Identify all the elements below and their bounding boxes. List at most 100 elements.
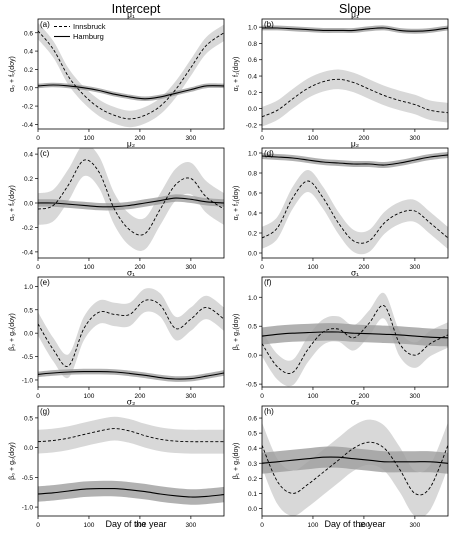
x-tick-label: 200	[358, 522, 369, 529]
panel-f: -0.5 0.0 0.5 1.0 0 100 200 300 (f) σ₁ β₁ + g₁(doy)	[233, 268, 449, 400]
x-tick-label: 200	[134, 522, 145, 529]
confidence-band-hamburg	[262, 446, 448, 474]
y-tick-label: -0.2	[22, 104, 34, 111]
x-tick-label: 100	[308, 264, 319, 271]
x-tick-label: 100	[84, 135, 95, 142]
y-tick-label: 0.0	[248, 353, 257, 360]
panel-c: -0.4 -0.2 0.0 0.2 0.4 0 100 200 300 (c) μ₂ α₀ + f₀(…	[9, 139, 225, 271]
y-tick-label: 0.0	[24, 331, 33, 338]
y-tick-label: 0.4	[248, 446, 257, 453]
series-line-hamburg	[38, 487, 224, 498]
confidence-band-innsbruck	[38, 416, 224, 454]
confidence-band-innsbruck	[38, 22, 224, 128]
x-tick-label: 200	[358, 393, 369, 400]
x-tick-label: 200	[358, 264, 369, 271]
panel-frame	[261, 18, 449, 130]
confidence-band-hamburg	[262, 323, 448, 347]
y-tick-label: -1.0	[22, 377, 34, 384]
y-tick-label: -0.2	[22, 225, 34, 232]
y-tick-label: 0.4	[248, 211, 257, 218]
series-line-innsbruck	[38, 159, 224, 236]
x-tick-label: 0	[36, 135, 40, 142]
confidence-band-innsbruck	[38, 288, 224, 379]
y-tick-label: 0.5	[248, 431, 257, 438]
panel-g: -1.0 -0.5 0.0 0.5 0 100 200 300 (g) σ₂ β₀ + g₀(doy…	[9, 397, 225, 529]
legend-label-innsbruck: Innsbruck	[73, 22, 106, 31]
panel-a: -0.4 -0.2 0.0 0.2 0.4 0.6 0 100 200 300 (a) μ₁ α₀ + …	[9, 10, 225, 142]
series-line-innsbruck	[38, 428, 224, 443]
plot-area	[262, 419, 448, 516]
x-tick-label: 300	[409, 522, 420, 529]
panel-title: μ₂	[351, 139, 359, 149]
x-tick-label: 200	[134, 393, 145, 400]
y-tick-label: -0.5	[22, 475, 34, 482]
y-tick-label: 0.1	[248, 491, 257, 498]
column-title-intercept: Intercept	[112, 2, 161, 16]
panel-title: σ₁	[127, 268, 135, 278]
y-tick-label: 0.4	[24, 152, 33, 159]
x-tick-label: 300	[185, 522, 196, 529]
y-tick-label: 0.6	[248, 191, 257, 198]
x-tick-label: 100	[84, 522, 95, 529]
confidence-band-hamburg	[38, 480, 224, 505]
plot-area	[38, 288, 224, 382]
series-line-hamburg	[262, 456, 448, 464]
panel-title: σ₂	[351, 397, 360, 407]
y-tick-label: 0.2	[24, 176, 33, 183]
panel-frame	[261, 147, 449, 259]
x-tick-label: 0	[260, 264, 264, 271]
x-tick-label: 100	[84, 393, 95, 400]
y-tick-label: 0.2	[248, 90, 257, 97]
y-tick-label: 0.5	[248, 324, 257, 331]
y-axis-label: α₁ + f₁(doy)	[233, 186, 240, 221]
y-tick-label: 0.8	[248, 171, 257, 178]
x-axis-label-left: Day of the year	[105, 519, 166, 529]
series-line-innsbruck	[262, 305, 448, 374]
x-tick-label: 100	[308, 522, 319, 529]
panel-b: -0.2 0.0 0.2 0.4 0.6 0.8 1.0 0 100 200 300 (b) μ₁ α₁ …	[233, 10, 449, 142]
y-tick-label: 0.4	[248, 74, 257, 81]
y-axis-label: β₁ + g₁(doy)	[233, 314, 240, 351]
y-tick-label: 0.0	[24, 201, 33, 208]
x-tick-label: 0	[260, 393, 264, 400]
y-tick-label: -0.5	[22, 354, 34, 361]
x-tick-label: 300	[185, 135, 196, 142]
x-tick-label: 100	[308, 393, 319, 400]
y-tick-label: 0.6	[248, 416, 257, 423]
panel-letter: (h)	[264, 407, 274, 416]
y-tick-label: -0.4	[22, 249, 34, 256]
x-tick-label: 200	[134, 135, 145, 142]
series-line-innsbruck	[262, 78, 448, 118]
y-tick-label: -0.2	[246, 122, 258, 129]
panel-title: σ₂	[127, 397, 136, 407]
y-tick-label: 0.3	[248, 461, 257, 468]
y-axis-label: α₀ + f₀(doy)	[9, 56, 16, 92]
x-axis-label-right: Day of the year	[324, 519, 385, 529]
plot-area	[262, 25, 448, 127]
confidence-band-innsbruck	[262, 170, 448, 255]
y-tick-label: -1.0	[22, 505, 34, 512]
confidence-band-hamburg	[38, 82, 224, 101]
y-tick-label: 0.6	[24, 30, 33, 37]
panel-letter: (a)	[40, 20, 50, 29]
panel-h: 0.0 0.1 0.2 0.3 0.4 0.5 0.6 0 100 200 300 (h) σ₂ β₁ +…	[233, 397, 449, 529]
plot-area	[38, 416, 224, 505]
panel-frame	[261, 405, 449, 517]
y-tick-label: 0.0	[248, 506, 257, 513]
panel-letter: (c)	[40, 149, 50, 158]
y-tick-label: 0.5	[24, 307, 33, 314]
y-tick-label: 0.0	[24, 445, 33, 452]
series-line-hamburg	[38, 197, 224, 208]
panel-e: -1.0 -0.5 0.0 0.5 1.0 0 100 200 300 (e) σ₁ β₀ + g₀(…	[9, 268, 225, 400]
y-tick-label: 1.0	[24, 284, 33, 291]
x-tick-label: 300	[185, 393, 196, 400]
panel-frame	[37, 405, 225, 517]
y-tick-label: 1.0	[248, 295, 257, 302]
x-tick-label: 200	[134, 264, 145, 271]
panel-letter: (f)	[264, 278, 272, 287]
y-tick-label: 0.0	[24, 85, 33, 92]
series-line-hamburg	[38, 370, 224, 380]
y-tick-label: 0.2	[248, 231, 257, 238]
plot-area	[38, 22, 224, 128]
